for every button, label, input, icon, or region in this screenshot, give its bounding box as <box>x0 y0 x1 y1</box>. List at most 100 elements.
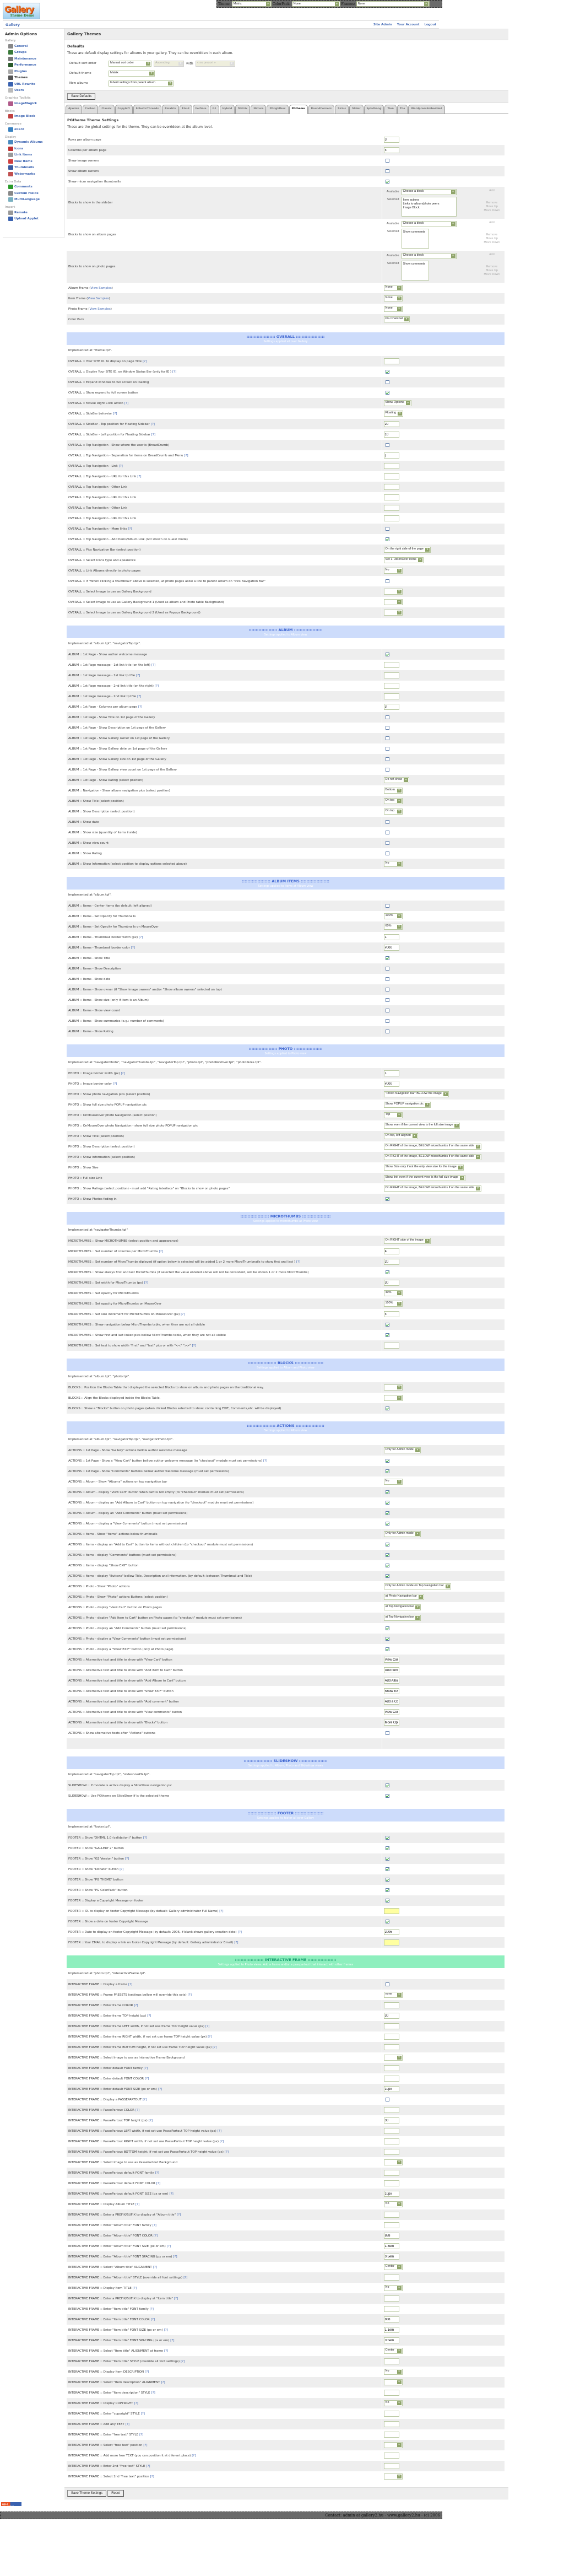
sidebar-item-custom-fields[interactable]: Custom Fields <box>5 190 64 197</box>
help-link[interactable]: [?] <box>143 2066 148 2070</box>
setting-select[interactable]: ▾ <box>383 1395 403 1401</box>
setting-checkbox[interactable] <box>385 1731 389 1735</box>
sidebar-item-maintenance[interactable]: Maintenance <box>5 56 64 62</box>
help-link[interactable]: [?] <box>154 684 159 688</box>
setting-checkbox[interactable] <box>385 1647 389 1651</box>
setting-text-input[interactable] <box>383 2306 399 2312</box>
sidebar-item-icons[interactable]: Icons <box>5 145 64 152</box>
setting-text-input[interactable] <box>383 2180 399 2186</box>
selected-block-item[interactable]: Show comments <box>403 230 426 234</box>
setting-checkbox[interactable] <box>385 1878 389 1882</box>
setting-select[interactable]: No ▾ <box>383 568 403 574</box>
setting-text-input[interactable] <box>383 2149 399 2155</box>
tab-tien[interactable]: Tien <box>384 105 397 114</box>
setting-checkbox[interactable] <box>385 180 389 184</box>
selected-block-item[interactable]: Show comments <box>403 262 426 266</box>
setting-text-input[interactable] <box>383 2463 399 2469</box>
setting-text-input[interactable] <box>383 494 399 500</box>
setting-checkbox[interactable] <box>385 1511 389 1515</box>
setting-text-input[interactable] <box>383 2002 399 2008</box>
setting-text-input[interactable] <box>383 1688 399 1694</box>
help-link[interactable]: [?] <box>134 2401 138 2405</box>
help-link[interactable]: [?] <box>164 2349 169 2353</box>
selected-block-item[interactable]: Item actions <box>403 198 420 202</box>
help-link[interactable]: [?] <box>156 2181 160 2185</box>
setting-select[interactable]: none ▾ <box>383 1992 403 1998</box>
setting-text-input[interactable] <box>383 1709 399 1715</box>
help-link[interactable]: [?] <box>139 935 143 939</box>
setting-select[interactable]: ▾ <box>383 2442 403 2448</box>
setting-text-input[interactable] <box>383 704 399 710</box>
setting-text-input[interactable] <box>383 2327 399 2333</box>
setting-checkbox[interactable] <box>385 443 389 447</box>
sidebar-item-dynamic-albums[interactable]: Dynamic Albums <box>5 139 64 146</box>
help-link[interactable]: [?] <box>135 2108 140 2112</box>
setting-select[interactable]: On RIGHT of the image, BELOW microthumbs… <box>383 1144 481 1150</box>
setting-checkbox[interactable] <box>385 977 389 981</box>
tab-hybrid[interactable]: Hybrid <box>219 105 235 114</box>
setting-text-input[interactable] <box>383 2086 399 2092</box>
setting-checkbox[interactable] <box>385 1543 389 1546</box>
help-link[interactable]: [?] <box>213 2045 217 2049</box>
setting-text-input[interactable] <box>383 432 399 438</box>
setting-text-input[interactable] <box>383 515 399 521</box>
your-account-link[interactable]: Your Account <box>397 23 420 26</box>
selected-block-item[interactable]: Image Block <box>403 206 420 209</box>
help-link[interactable]: [?] <box>143 359 147 363</box>
setting-select[interactable]: On top ▾ <box>383 809 403 815</box>
setting-checkbox[interactable] <box>385 967 389 971</box>
help-link[interactable]: [?] <box>166 2244 171 2248</box>
help-link[interactable]: [?] <box>187 1993 192 1997</box>
help-link[interactable]: [?] <box>237 1930 242 1934</box>
setting-select[interactable]: No ▾ <box>383 1479 403 1485</box>
help-link[interactable]: [?] <box>151 663 156 667</box>
setting-checkbox[interactable] <box>385 2098 389 2101</box>
help-link[interactable]: [?] <box>134 2003 138 2007</box>
tab-eclecticthreads[interactable]: EclecticThreads <box>133 105 162 114</box>
gallery-logo[interactable]: Gallery Theme Demo <box>3 3 40 19</box>
setting-checkbox[interactable] <box>385 1836 389 1840</box>
tab-slider[interactable]: Slider <box>349 105 364 114</box>
setting-checkbox[interactable] <box>385 1982 389 1986</box>
sidebar-item-url-rewrite[interactable]: URL Rewrite <box>5 81 64 88</box>
help-link[interactable]: [?] <box>124 401 128 405</box>
setting-text-input[interactable] <box>383 2023 399 2029</box>
help-link[interactable]: [?] <box>181 1312 185 1316</box>
help-link[interactable]: [?] <box>150 422 155 426</box>
setting-text-input[interactable] <box>383 1908 399 1914</box>
setting-checkbox[interactable] <box>385 1469 389 1473</box>
setting-checkbox[interactable] <box>385 380 389 384</box>
setting-checkbox[interactable] <box>385 1574 389 1578</box>
setting-select[interactable]: None ▾ <box>383 306 403 312</box>
block-remove-button[interactable]: Remove <box>486 201 498 204</box>
sidebar-item-general[interactable]: General <box>5 43 64 50</box>
setting-text-input[interactable] <box>383 2243 399 2249</box>
setting-select[interactable]: ▾ <box>383 2473 403 2480</box>
setting-checkbox[interactable] <box>385 956 389 960</box>
help-link[interactable]: [?] <box>135 2202 140 2206</box>
setting-text-input[interactable] <box>383 2107 399 2113</box>
tab-nature[interactable]: Nature <box>251 105 267 114</box>
setting-text-input[interactable] <box>383 1929 399 1935</box>
help-link[interactable]: [?] <box>143 2098 147 2101</box>
help-link[interactable]: [?] <box>120 1867 124 1871</box>
view-samples-link[interactable]: View Samples <box>89 307 111 311</box>
setting-select[interactable]: ▾ <box>383 2159 403 2165</box>
tab-splatbang[interactable]: Splatbang <box>364 105 384 114</box>
setting-select[interactable]: On top, left aligned ▾ <box>383 1133 418 1139</box>
setting-text-input[interactable] <box>383 1280 399 1286</box>
setting-select[interactable]: On top ▾ <box>383 798 403 804</box>
setting-checkbox[interactable] <box>385 1459 389 1463</box>
setting-text-input[interactable] <box>383 1939 399 1946</box>
setting-select[interactable]: No ▾ <box>383 2201 403 2207</box>
setting-text-input[interactable] <box>383 693 399 699</box>
sidebar-item-new-items[interactable]: New Items <box>5 158 64 165</box>
sort-direction-select[interactable]: Ascending ▾ <box>154 60 184 67</box>
new-albums-select[interactable]: Inherit settings from parent album ▾ <box>109 80 173 87</box>
help-link[interactable]: [?] <box>164 2328 168 2332</box>
setting-checkbox[interactable] <box>385 726 389 730</box>
help-link[interactable]: [?] <box>153 2265 157 2269</box>
setting-text-input[interactable] <box>383 1311 399 1317</box>
presort-select[interactable]: « no presort » ▾ <box>195 60 235 67</box>
setting-text-input[interactable] <box>383 358 399 364</box>
